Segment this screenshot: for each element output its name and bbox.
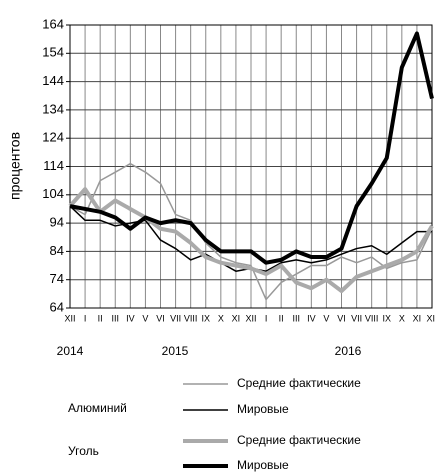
- x-tick-label: XII: [64, 313, 75, 323]
- year-label: 2015: [162, 344, 189, 358]
- year-label: 2014: [57, 344, 84, 358]
- x-tick-label: V: [323, 313, 329, 323]
- x-tick-label: XI: [413, 313, 422, 323]
- x-tick-label: III: [111, 313, 119, 323]
- legend-label: Мировые: [237, 458, 289, 472]
- y-tick-label: 84: [50, 243, 64, 258]
- x-tick-label: X: [218, 313, 224, 323]
- x-tick-label: VIII: [184, 313, 198, 323]
- x-tick-label: V: [142, 313, 148, 323]
- x-tick-label: XII: [426, 313, 435, 323]
- x-tick-label: VII: [351, 313, 362, 323]
- y-tick-label: 114: [43, 158, 64, 173]
- x-tick-label: IV: [126, 313, 135, 323]
- y-tick-label: 94: [50, 215, 64, 230]
- y-axis-label: процентов: [7, 132, 23, 200]
- legend-group-label: Алюминий: [68, 401, 127, 415]
- legend-label: Средние фактические: [237, 376, 361, 390]
- y-tick-label: 104: [42, 186, 64, 201]
- x-tick-label: I: [84, 313, 87, 323]
- x-tick-label: VI: [337, 313, 346, 323]
- y-tick-label: 154: [42, 45, 64, 60]
- y-tick-label: 134: [42, 101, 64, 116]
- x-tick-label: IX: [201, 313, 210, 323]
- year-label: 2016: [335, 344, 362, 358]
- x-tick-label: VII: [170, 313, 181, 323]
- x-tick-label: IV: [307, 313, 316, 323]
- legend-label: Мировые: [237, 402, 289, 416]
- legend-label: Средние фактические: [237, 433, 361, 447]
- x-tick-label: VI: [156, 313, 165, 323]
- x-tick-label: II: [98, 313, 103, 323]
- x-tick-label: VIII: [365, 313, 379, 323]
- x-tick-label: XII: [245, 313, 256, 323]
- x-tick-label: III: [292, 313, 300, 323]
- y-tick-label: 164: [42, 16, 64, 31]
- x-tick-label: IX: [382, 313, 391, 323]
- x-tick-label: I: [265, 313, 268, 323]
- y-tick-label: 144: [42, 73, 64, 88]
- x-tick-label: XI: [232, 313, 241, 323]
- x-tick-label: X: [399, 313, 405, 323]
- y-tick-label: 64: [50, 299, 64, 314]
- y-tick-label: 74: [50, 271, 64, 286]
- legend-group-label: Уголь: [68, 444, 99, 458]
- series-line: [69, 162, 433, 301]
- plot-border: [69, 24, 433, 309]
- series-line: [69, 31, 434, 265]
- x-tick-label: II: [279, 313, 284, 323]
- y-tick-label: 124: [42, 130, 64, 145]
- series-line: [68, 187, 434, 294]
